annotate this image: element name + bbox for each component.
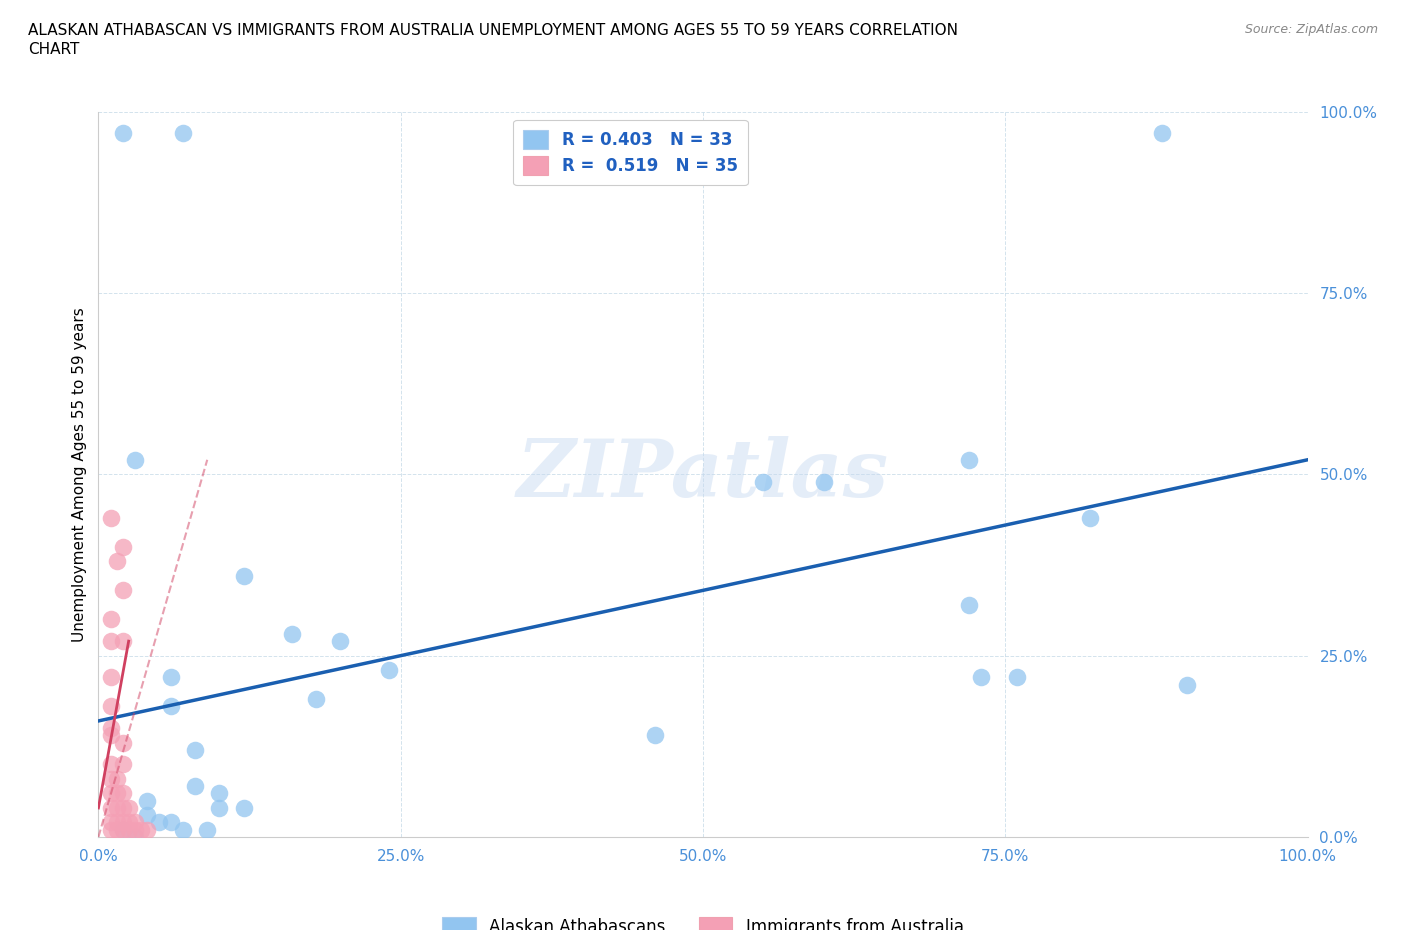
Point bbox=[100, 511, 122, 525]
Point bbox=[111, 822, 134, 837]
Point bbox=[129, 822, 152, 837]
Point bbox=[813, 474, 835, 489]
Point bbox=[644, 728, 666, 743]
Point bbox=[184, 778, 207, 793]
Text: CHART: CHART bbox=[28, 42, 80, 57]
Point bbox=[957, 452, 980, 467]
Point bbox=[111, 757, 134, 772]
Point bbox=[135, 822, 157, 837]
Point bbox=[100, 815, 122, 830]
Point bbox=[118, 801, 141, 816]
Point bbox=[1175, 677, 1198, 692]
Point bbox=[111, 633, 134, 648]
Point bbox=[1152, 126, 1174, 140]
Point bbox=[281, 627, 304, 642]
Point bbox=[111, 822, 134, 837]
Point bbox=[100, 699, 122, 714]
Point bbox=[100, 786, 122, 801]
Point bbox=[100, 612, 122, 627]
Point bbox=[124, 815, 146, 830]
Point bbox=[111, 736, 134, 751]
Point bbox=[124, 822, 146, 837]
Point bbox=[100, 670, 122, 684]
Point bbox=[377, 663, 399, 678]
Point bbox=[172, 822, 194, 837]
Point bbox=[100, 728, 122, 743]
Point bbox=[111, 815, 134, 830]
Point bbox=[232, 801, 254, 816]
Text: ALASKAN ATHABASCAN VS IMMIGRANTS FROM AUSTRALIA UNEMPLOYMENT AMONG AGES 55 TO 59: ALASKAN ATHABASCAN VS IMMIGRANTS FROM AU… bbox=[28, 23, 957, 38]
Point bbox=[305, 692, 328, 707]
Point bbox=[105, 786, 128, 801]
Point bbox=[135, 793, 157, 808]
Point bbox=[111, 786, 134, 801]
Point bbox=[105, 815, 128, 830]
Point bbox=[160, 670, 183, 684]
Point bbox=[111, 539, 134, 554]
Point bbox=[105, 772, 128, 787]
Point bbox=[1007, 670, 1029, 684]
Point bbox=[124, 452, 146, 467]
Point bbox=[100, 801, 122, 816]
Point bbox=[232, 568, 254, 583]
Point bbox=[208, 786, 231, 801]
Point bbox=[100, 633, 122, 648]
Point bbox=[135, 808, 157, 823]
Point bbox=[105, 554, 128, 569]
Point bbox=[329, 633, 352, 648]
Point bbox=[957, 597, 980, 612]
Y-axis label: Unemployment Among Ages 55 to 59 years: Unemployment Among Ages 55 to 59 years bbox=[72, 307, 87, 642]
Text: Source: ZipAtlas.com: Source: ZipAtlas.com bbox=[1244, 23, 1378, 36]
Point bbox=[195, 822, 218, 837]
Point bbox=[752, 474, 775, 489]
Point bbox=[118, 822, 141, 837]
Point bbox=[100, 772, 122, 787]
Point bbox=[105, 801, 128, 816]
Point bbox=[111, 801, 134, 816]
Point bbox=[100, 757, 122, 772]
Point bbox=[111, 126, 134, 140]
Point bbox=[105, 822, 128, 837]
Legend: Alaskan Athabascans, Immigrants from Australia: Alaskan Athabascans, Immigrants from Aus… bbox=[436, 910, 970, 930]
Point bbox=[118, 815, 141, 830]
Point bbox=[208, 801, 231, 816]
Point bbox=[172, 126, 194, 140]
Point bbox=[148, 815, 170, 830]
Point bbox=[160, 815, 183, 830]
Point bbox=[160, 699, 183, 714]
Point bbox=[970, 670, 993, 684]
Point bbox=[184, 742, 207, 757]
Point bbox=[100, 721, 122, 736]
Point bbox=[1078, 511, 1101, 525]
Point bbox=[111, 583, 134, 598]
Point bbox=[124, 830, 146, 844]
Text: ZIPatlas: ZIPatlas bbox=[517, 435, 889, 513]
Point bbox=[100, 822, 122, 837]
